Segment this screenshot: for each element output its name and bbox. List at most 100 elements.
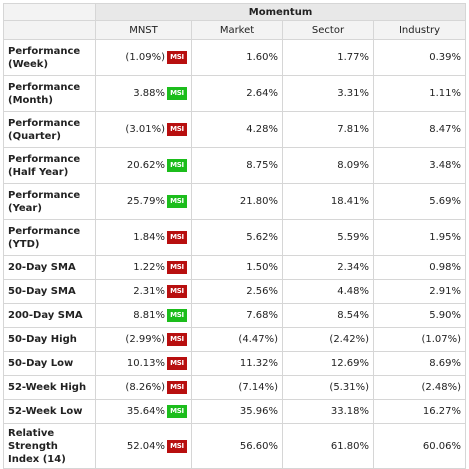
market-value: 11.32%	[191, 351, 283, 376]
table-row: Relative Strength Index (14) 52.04% MSI 56.…	[3, 423, 467, 469]
table-row: 50-Day Low 10.13% MSI 11.32% 12.69% 8.69%	[3, 351, 467, 376]
column-header-mnst: MNST	[95, 20, 192, 40]
mnst-cell: 52.04% MSI	[95, 423, 192, 469]
sector-value: 12.69%	[282, 351, 374, 376]
table-row: Performance (Year) 25.79% MSI 21.80% 18.41% 5…	[3, 183, 467, 220]
mnst-value: 1.22%	[133, 262, 165, 273]
row-label: 52-Week Low	[3, 399, 96, 424]
msi-badge-icon[interactable]: MSI	[167, 285, 187, 298]
mnst-cell: 10.13% MSI	[95, 351, 192, 376]
mnst-cell: (1.09%) MSI	[95, 39, 192, 76]
industry-value: 2.91%	[372, 279, 467, 304]
industry-value: 1.95%	[372, 219, 467, 256]
mnst-value: 3.88%	[133, 88, 165, 99]
msi-badge-icon[interactable]: MSI	[167, 159, 187, 172]
mnst-value: 52.04%	[126, 440, 165, 452]
msi-badge-icon[interactable]: MSI	[167, 261, 187, 274]
msi-badge-icon[interactable]: MSI	[167, 309, 187, 322]
mnst-value: 2.31%	[133, 286, 165, 297]
table-row: Performance (Half Year) 20.62% MSI 8.75% 8.0…	[3, 147, 467, 184]
sector-value: 33.18%	[282, 399, 374, 424]
row-label: Performance (Half Year)	[3, 147, 96, 184]
table-row: 52-Week High (8.26%) MSI (7.14%) (5.31%) (2.4…	[3, 375, 467, 400]
mnst-value: 8.81%	[133, 310, 165, 321]
table-row: Performance (YTD) 1.84% MSI 5.62% 5.59% 1.95%	[3, 219, 467, 256]
sector-value: 8.54%	[282, 303, 374, 328]
mnst-value: (1.09%)	[125, 52, 165, 63]
table-corner-cell	[3, 3, 96, 21]
msi-badge-icon[interactable]: MSI	[167, 357, 187, 370]
momentum-table: Momentum MNST Market Sector Industry Per…	[3, 3, 467, 469]
mnst-value: 10.13%	[126, 358, 165, 369]
msi-badge-icon[interactable]: MSI	[167, 405, 187, 418]
msi-badge-icon[interactable]: MSI	[167, 439, 187, 453]
sector-value: (5.31%)	[282, 375, 374, 400]
industry-value: 5.90%	[372, 303, 467, 328]
row-label: 52-Week High	[3, 375, 96, 400]
industry-value: 1.11%	[372, 75, 467, 112]
market-value: (4.47%)	[191, 327, 283, 352]
market-value: 5.62%	[191, 219, 283, 256]
row-label: Performance (Week)	[3, 39, 96, 76]
sector-value: (2.42%)	[282, 327, 374, 352]
table-title: Momentum	[94, 3, 467, 21]
mnst-cell: 25.79% MSI	[95, 183, 192, 220]
market-value: 7.68%	[191, 303, 283, 328]
column-header-market: Market	[191, 20, 283, 40]
column-header-industry: Industry	[372, 20, 467, 40]
mnst-value: (3.01%)	[125, 124, 165, 135]
msi-badge-icon[interactable]: MSI	[167, 333, 187, 346]
mnst-cell: 2.31% MSI	[95, 279, 192, 304]
mnst-cell: 20.62% MSI	[95, 147, 192, 184]
industry-value: 3.48%	[372, 147, 467, 184]
industry-value: 16.27%	[372, 399, 467, 424]
row-label: 200-Day SMA	[3, 303, 96, 328]
industry-value: (2.48%)	[372, 375, 467, 400]
msi-badge-icon[interactable]: MSI	[167, 231, 187, 244]
table-row: 50-Day High (2.99%) MSI (4.47%) (2.42%) (1.07…	[3, 327, 467, 352]
market-value: 56.60%	[191, 423, 283, 469]
msi-badge-icon[interactable]: MSI	[167, 195, 187, 208]
mnst-value: 1.84%	[133, 232, 165, 243]
industry-value: 8.47%	[372, 111, 467, 148]
mnst-cell: (3.01%) MSI	[95, 111, 192, 148]
table-row: 50-Day SMA 2.31% MSI 2.56% 4.48% 2.91%	[3, 279, 467, 304]
sector-value: 3.31%	[282, 75, 374, 112]
sector-value: 2.34%	[282, 255, 374, 280]
table-row: 20-Day SMA 1.22% MSI 1.50% 2.34% 0.98%	[3, 255, 467, 280]
mnst-cell: 3.88% MSI	[95, 75, 192, 112]
mnst-value: 25.79%	[126, 196, 165, 207]
sector-value: 7.81%	[282, 111, 374, 148]
table-body: Performance (Week) (1.09%) MSI 1.60% 1.77% 0.…	[3, 39, 467, 469]
msi-badge-icon[interactable]: MSI	[167, 51, 187, 64]
row-label: Performance (YTD)	[3, 219, 96, 256]
column-header-sector: Sector	[282, 20, 374, 40]
table-row: 52-Week Low 35.64% MSI 35.96% 33.18% 16.27%	[3, 399, 467, 424]
msi-badge-icon[interactable]: MSI	[167, 87, 187, 100]
row-label: 50-Day SMA	[3, 279, 96, 304]
industry-value: 5.69%	[372, 183, 467, 220]
mnst-cell: 1.22% MSI	[95, 255, 192, 280]
market-value: 8.75%	[191, 147, 283, 184]
mnst-value: 35.64%	[126, 406, 165, 417]
table-row: Performance (Quarter) (3.01%) MSI 4.28% 7.81…	[3, 111, 467, 148]
market-value: 4.28%	[191, 111, 283, 148]
sector-value: 18.41%	[282, 183, 374, 220]
mnst-cell: (2.99%) MSI	[95, 327, 192, 352]
sector-value: 8.09%	[282, 147, 374, 184]
table-row: 200-Day SMA 8.81% MSI 7.68% 8.54% 5.90%	[3, 303, 467, 328]
mnst-cell: 8.81% MSI	[95, 303, 192, 328]
market-value: 1.50%	[191, 255, 283, 280]
market-value: 2.64%	[191, 75, 283, 112]
msi-badge-icon[interactable]: MSI	[167, 123, 187, 136]
market-value: 35.96%	[191, 399, 283, 424]
market-value: 2.56%	[191, 279, 283, 304]
market-value: (7.14%)	[191, 375, 283, 400]
msi-badge-icon[interactable]: MSI	[167, 381, 187, 394]
sector-value: 5.59%	[282, 219, 374, 256]
mnst-value: (2.99%)	[125, 334, 165, 345]
market-value: 1.60%	[191, 39, 283, 76]
mnst-cell: 35.64% MSI	[95, 399, 192, 424]
sector-value: 61.80%	[282, 423, 374, 469]
industry-value: (1.07%)	[372, 327, 467, 352]
